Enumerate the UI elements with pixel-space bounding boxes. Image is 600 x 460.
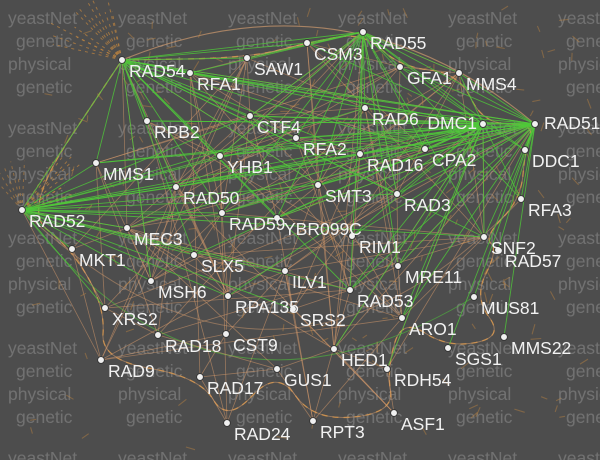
- svg-text:MRE11: MRE11: [405, 267, 462, 287]
- svg-text:SLX5: SLX5: [201, 256, 244, 276]
- svg-text:ASF1: ASF1: [401, 414, 445, 434]
- svg-text:YBR099C: YBR099C: [284, 219, 362, 239]
- svg-text:MMS22: MMS22: [511, 338, 571, 358]
- svg-text:RPT3: RPT3: [320, 422, 365, 442]
- svg-text:MUS81: MUS81: [481, 298, 539, 318]
- svg-text:RAD53: RAD53: [357, 291, 413, 311]
- svg-text:MMS4: MMS4: [466, 74, 517, 94]
- svg-text:DDC1: DDC1: [532, 151, 580, 171]
- svg-text:RFA2: RFA2: [303, 139, 347, 159]
- svg-text:CTF4: CTF4: [257, 117, 301, 137]
- svg-text:ILV1: ILV1: [292, 272, 327, 292]
- svg-text:RAD50: RAD50: [183, 188, 240, 208]
- svg-text:RAD59: RAD59: [229, 214, 285, 234]
- svg-text:CST9: CST9: [233, 335, 278, 355]
- svg-text:RPA135: RPA135: [235, 297, 299, 317]
- svg-text:RDH54: RDH54: [394, 370, 452, 390]
- svg-text:MEC3: MEC3: [134, 229, 183, 249]
- svg-text:GUS1: GUS1: [284, 370, 332, 390]
- svg-text:HED1: HED1: [341, 350, 388, 370]
- svg-text:MKT1: MKT1: [79, 250, 126, 270]
- svg-text:SRS2: SRS2: [300, 310, 346, 330]
- svg-text:RAD52: RAD52: [29, 211, 85, 231]
- svg-text:DMC1: DMC1: [427, 113, 477, 133]
- svg-text:RAD18: RAD18: [165, 336, 221, 356]
- svg-text:RPB2: RPB2: [154, 122, 200, 142]
- svg-text:SMT3: SMT3: [325, 186, 372, 206]
- svg-text:RAD3: RAD3: [404, 195, 451, 215]
- svg-text:RAD6: RAD6: [372, 109, 419, 129]
- svg-text:RIM1: RIM1: [359, 237, 401, 257]
- svg-text:XRS2: XRS2: [112, 309, 158, 329]
- svg-text:RAD9: RAD9: [108, 361, 155, 381]
- svg-text:YHB1: YHB1: [227, 157, 273, 177]
- svg-text:RAD54: RAD54: [129, 61, 186, 81]
- svg-text:RAD17: RAD17: [207, 378, 263, 398]
- svg-text:RAD51: RAD51: [544, 113, 600, 133]
- svg-text:CPA2: CPA2: [432, 150, 476, 170]
- svg-text:RAD16: RAD16: [367, 155, 423, 175]
- svg-text:MMS1: MMS1: [103, 164, 154, 184]
- svg-text:ARO1: ARO1: [409, 319, 457, 339]
- svg-text:RAD24: RAD24: [234, 424, 291, 444]
- svg-text:SAW1: SAW1: [254, 59, 303, 79]
- svg-text:RFA3: RFA3: [528, 200, 572, 220]
- svg-text:SGS1: SGS1: [455, 349, 502, 369]
- svg-text:RAD57: RAD57: [505, 251, 561, 271]
- svg-text:MSH6: MSH6: [158, 282, 207, 302]
- svg-text:RAD55: RAD55: [370, 33, 426, 53]
- svg-text:RFA1: RFA1: [197, 74, 241, 94]
- svg-text:GFA1: GFA1: [407, 68, 452, 88]
- svg-text:CSM3: CSM3: [314, 44, 363, 64]
